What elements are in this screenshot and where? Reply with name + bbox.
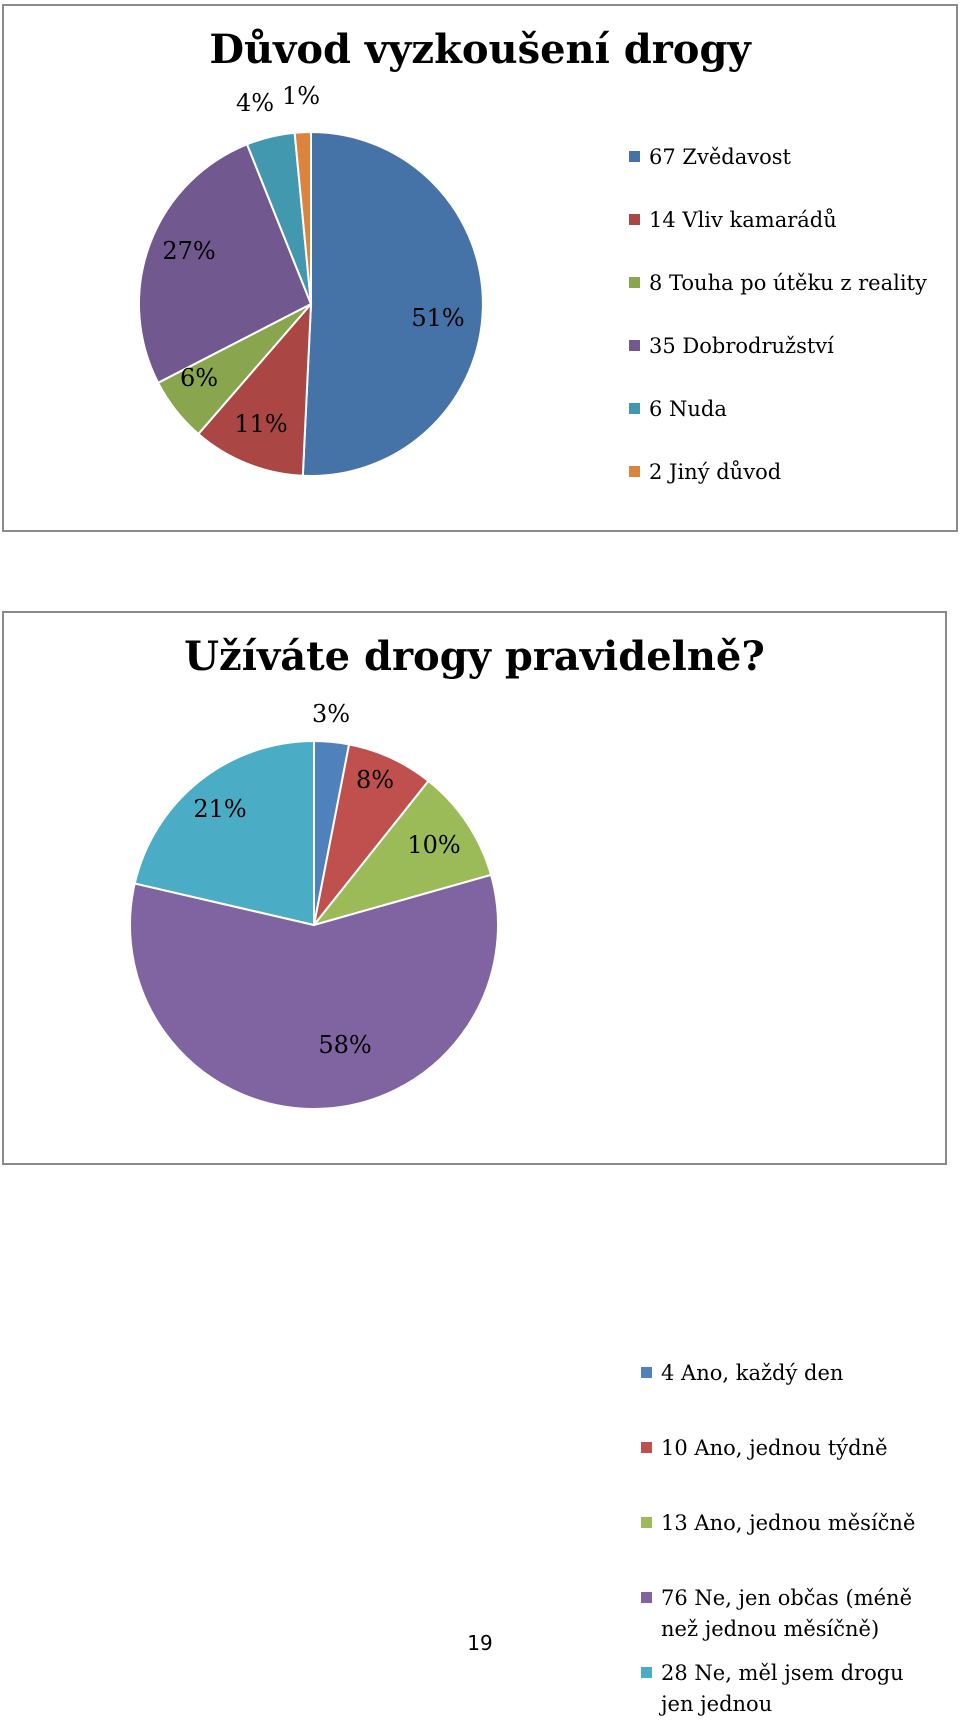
chart-2-legend-label-1: 4 Ano, každý den: [661, 1361, 844, 1385]
chart-2-legend-label-4: 76 Ne, jen občas (méně než jednou měsíčn…: [661, 1586, 912, 1641]
chart-1-legend-item-2: 14 Vliv kamarádů: [629, 205, 837, 236]
chart-1-slice-1: [301, 130, 484, 477]
chart-2-legend-swatch-3: [641, 1517, 652, 1528]
chart-2-legend-swatch-5: [641, 1667, 652, 1678]
chart-2-slice-3: [311, 779, 493, 927]
chart-2-legend-swatch-4: [641, 1592, 652, 1603]
chart-1-legend-item-1: 67 Zvědavost: [629, 142, 791, 173]
chart-1-legend-item-3: 8 Touha po útěku z reality: [629, 268, 927, 299]
chart-2-data-label-1: 3%: [312, 700, 350, 728]
chart-1-legend-item-5: 6 Nuda: [629, 394, 727, 425]
chart-1-legend-label-4: 35 Dobrodružství: [649, 334, 834, 358]
chart-1-data-label-1: 51%: [411, 304, 464, 332]
chart-1-legend-swatch-4: [629, 340, 640, 351]
chart-2-legend-label-5: 28 Ne, měl jsem drogu jen jednou: [661, 1661, 904, 1716]
page-number: 19: [467, 1631, 493, 1655]
pie-charts-svg: 51% 11% 6% 27% 4% 1% 3% 8% 10% 58% 21%: [129, 82, 499, 1110]
chart-1-legend-swatch-3: [629, 277, 640, 288]
chart-1-title: Důvod vyzkoušení drogy: [209, 26, 751, 73]
chart-1-legend-label-2: 14 Vliv kamarádů: [649, 208, 837, 232]
chart-2-legend-item-1: 4 Ano, každý den: [641, 1358, 843, 1389]
chart-2-data-label-4: 58%: [318, 1031, 371, 1059]
chart-1-legend-swatch-2: [629, 214, 640, 225]
chart-1-data-label-3: 6%: [180, 364, 218, 392]
chart-1-data-label-4: 27%: [162, 237, 215, 265]
chart-2-legend-item-2: 10 Ano, jednou týdně: [641, 1433, 888, 1464]
chart-2-data-label-5: 21%: [193, 795, 246, 823]
chart-1-legend-item-4: 35 Dobrodružství: [629, 331, 834, 362]
chart-1-legend-swatch-6: [629, 466, 640, 477]
chart-2-slice-4: [129, 873, 499, 1110]
chart-1-data-label-5: 4%: [236, 89, 274, 117]
chart-2-legend-label-3: 13 Ano, jednou měsíčně: [661, 1511, 916, 1535]
chart-2-legend-item-5: 28 Ne, měl jsem drogu jen jednou: [641, 1658, 941, 1720]
chart-2-slice-5: [133, 739, 315, 927]
chart-2-data-label-2: 8%: [356, 766, 394, 794]
chart-1-legend-swatch-5: [629, 403, 640, 414]
chart-1-legend-label-3: 8 Touha po útěku z reality: [649, 271, 927, 295]
chart-1-legend-swatch-1: [629, 151, 640, 162]
chart-2-legend-item-3: 13 Ano, jednou měsíčně: [641, 1508, 915, 1539]
chart-2-legend-swatch-2: [641, 1442, 652, 1453]
chart-1-legend-label-1: 67 Zvědavost: [649, 145, 791, 169]
chart-2-title: Užíváte drogy pravidelně?: [184, 633, 765, 680]
chart-2-data-label-3: 10%: [407, 831, 460, 859]
chart-2-legend-item-4: 76 Ne, jen občas (méně než jednou měsíčn…: [641, 1583, 941, 1645]
chart-2-legend-swatch-1: [641, 1367, 652, 1378]
chart-1-data-label-6: 1%: [282, 82, 320, 110]
chart-2-legend-label-2: 10 Ano, jednou týdně: [661, 1436, 888, 1460]
chart-1-data-label-2: 11%: [234, 410, 287, 438]
chart-1-slice-6: [293, 130, 312, 305]
chart-1-legend-label-5: 6 Nuda: [649, 397, 727, 421]
chart-1-slice-4: [138, 143, 313, 385]
chart-1-legend-label-6: 2 Jiný důvod: [649, 460, 782, 484]
chart-1-legend-item-6: 2 Jiný důvod: [629, 457, 781, 488]
chart-1-slice-2: [196, 301, 313, 477]
